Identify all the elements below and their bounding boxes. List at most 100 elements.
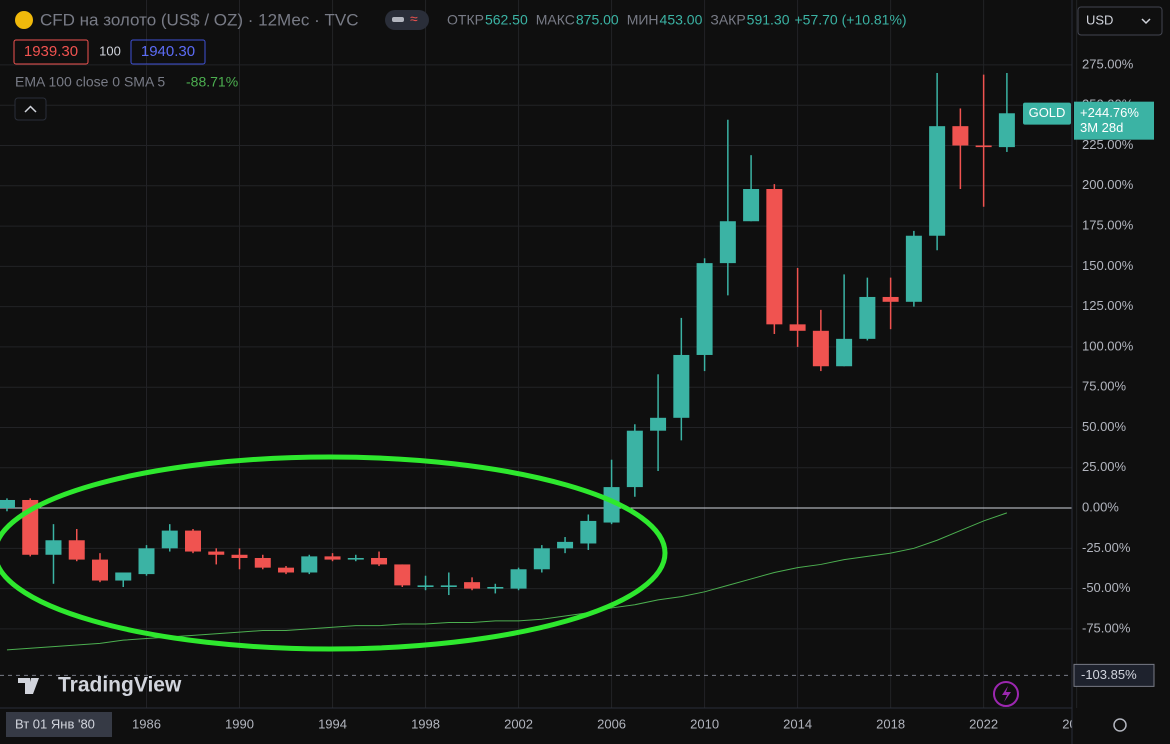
- x-tick-label: 1998: [411, 716, 440, 731]
- candle-body: [882, 296, 899, 302]
- candle-body: [487, 586, 504, 589]
- candle-body: [138, 548, 155, 575]
- collapse-icon: [24, 105, 37, 113]
- candle-body: [719, 221, 736, 264]
- candle-body: [859, 296, 876, 339]
- symbol-badge: [1023, 102, 1071, 125]
- symbol-title: CFD на золото (US$ / OZ) · 12Мес · TVC: [40, 10, 358, 29]
- currency: USD: [1086, 12, 1113, 27]
- candle-body: [603, 487, 620, 523]
- candle-body: [696, 263, 713, 355]
- candle-body: [952, 126, 969, 146]
- plot: 1986 1990 1994 1998 2002 2006 2010 2014 2018 2022…: [0, 72, 1091, 731]
- candle-body: [91, 559, 108, 581]
- candle-body: [254, 557, 271, 568]
- candle-body: [905, 235, 922, 302]
- ohlc-label: ЗАКР: [710, 12, 745, 28]
- watermark: TradingView: [58, 674, 182, 697]
- alert-button[interactable]: [993, 681, 1019, 707]
- y-tick-label: 50.00%: [1082, 419, 1127, 434]
- last-value-label: +244.76%: [1080, 105, 1139, 120]
- x-tick-label: 2014: [783, 716, 812, 731]
- candle-body: [115, 572, 132, 581]
- settings-button[interactable]: [1113, 718, 1127, 732]
- candle-body: [580, 520, 597, 544]
- x-tick-label: 2006: [597, 716, 626, 731]
- candle-body: [673, 354, 690, 418]
- logo-icon: [18, 678, 39, 694]
- candle-body: [464, 582, 481, 589]
- status-pill[interactable]: [385, 10, 429, 30]
- candle-body: [510, 569, 527, 589]
- ask: 1940.30: [141, 43, 195, 60]
- spread: 100: [99, 43, 121, 58]
- candle-body: [998, 113, 1015, 148]
- ohlc-value: 875.00: [576, 12, 619, 28]
- x-tick-label: 1994: [318, 716, 347, 731]
- collapse-button[interactable]: [14, 97, 47, 121]
- indicator-value: -88.71%: [186, 74, 238, 90]
- candle-body: [975, 145, 992, 148]
- candle-body: [347, 557, 364, 560]
- candle-body: [533, 548, 550, 570]
- candle-body: [626, 430, 643, 488]
- y-tick-label: 175.00%: [1082, 218, 1134, 233]
- y-tick-label: 225.00%: [1082, 137, 1134, 152]
- candle-body: [68, 540, 85, 560]
- annotation-ellipse: [0, 454, 668, 652]
- y-tick-label: 275.00%: [1082, 56, 1134, 71]
- y-tick-label: 0.00%: [1082, 499, 1119, 514]
- axes: 275.00%250.00%225.00%200.00%175.00%150.0…: [1023, 56, 1155, 687]
- candle-body: [208, 551, 225, 555]
- candle-body: [929, 126, 946, 236]
- y-tick-label: -50.00%: [1082, 580, 1131, 595]
- y-tick-label: -25.00%: [1082, 540, 1131, 555]
- ohlc: ОТКР 562.50 МАКС 875.00 МИН 453.00 ЗАКР 591.30 +…: [447, 12, 907, 28]
- change: +57.70 (+10.81%): [795, 12, 907, 28]
- alert-icon: [1002, 686, 1011, 702]
- x-tick-label: 2022: [969, 716, 998, 731]
- y-tick-label: 75.00%: [1082, 379, 1127, 394]
- y-tick-label: 125.00%: [1082, 298, 1134, 313]
- y-tick-label: 100.00%: [1082, 338, 1134, 353]
- candle-body: [836, 338, 853, 367]
- candle-body: [371, 557, 388, 565]
- low-marker-label: -103.85%: [1081, 667, 1137, 682]
- candle-body: [185, 530, 202, 552]
- candle-body: [45, 540, 62, 555]
- candle-body: [278, 567, 295, 573]
- dropdown-icon: [1141, 18, 1151, 25]
- candle-body: [812, 330, 829, 367]
- candle-body: [766, 189, 783, 325]
- countdown: 3M 28d: [1080, 120, 1123, 135]
- ohlc-value: 453.00: [660, 12, 703, 28]
- y-tick-label: 200.00%: [1082, 177, 1134, 192]
- currency-dropdown[interactable]: [1077, 6, 1163, 36]
- status-icon: [392, 17, 404, 22]
- bid-box[interactable]: [13, 39, 89, 65]
- low-marker-box: [1073, 663, 1155, 687]
- x-tick-label: 2002: [504, 716, 533, 731]
- x-tick-label: 1986: [132, 716, 161, 731]
- status-icon: ≈: [410, 11, 418, 27]
- x-tick-label: 2026: [1062, 716, 1091, 731]
- x-tick-label: 1990: [225, 716, 254, 731]
- candle-body: [394, 564, 411, 586]
- candle-body: [743, 189, 760, 222]
- ask-box[interactable]: [130, 39, 206, 65]
- x-tick-label: 2018: [876, 716, 905, 731]
- candle-body: [161, 530, 178, 549]
- ohlc-value: 562.50: [485, 12, 528, 28]
- ohlc-label: ОТКР: [447, 12, 484, 28]
- crosshair-date-box: [6, 712, 112, 737]
- y-tick-label: 150.00%: [1082, 258, 1134, 273]
- y-tick-label: 25.00%: [1082, 459, 1127, 474]
- candle-body: [0, 499, 15, 509]
- ohlc-label: МИН: [627, 12, 659, 28]
- candle-body: [789, 324, 806, 331]
- y-tick-label: -75.00%: [1082, 620, 1131, 635]
- x-tick-label: 2010: [690, 716, 719, 731]
- candle-body: [417, 585, 434, 587]
